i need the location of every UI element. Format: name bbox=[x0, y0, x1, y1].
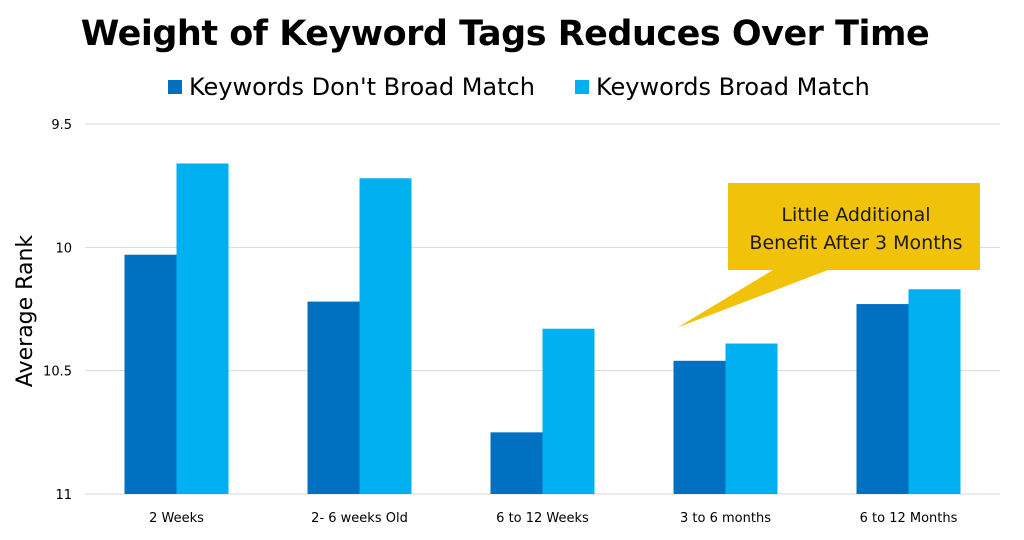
legend-swatch-series-2 bbox=[574, 80, 589, 94]
bar bbox=[359, 178, 412, 494]
x-tick-label: 6 to 12 Months bbox=[860, 511, 958, 526]
x-tick-label: 2- 6 weeks Old bbox=[311, 511, 408, 526]
y-tick-label: 10 bbox=[55, 241, 72, 256]
legend-item-series-1: Keywords Don't Broad Match bbox=[168, 73, 535, 101]
bar bbox=[673, 360, 726, 494]
bar bbox=[908, 289, 961, 494]
callout-text: Little Additional bbox=[781, 204, 930, 226]
x-tick-label: 3 to 6 months bbox=[680, 511, 771, 526]
callout-box bbox=[677, 183, 980, 328]
chart-title: Weight of Keyword Tags Reduces Over Time bbox=[80, 14, 930, 54]
y-axis-title: Average Rank bbox=[13, 235, 38, 388]
x-tick-label: 6 to 12 Weeks bbox=[496, 511, 589, 526]
y-tick-label: 10.5 bbox=[43, 365, 72, 380]
legend-label-series-2: Keywords Broad Match bbox=[595, 73, 870, 101]
legend-swatch-series-1 bbox=[168, 80, 182, 94]
callout-text: Benefit After 3 Months bbox=[749, 232, 962, 254]
legend: Keywords Don't Broad Match Keywords Broa… bbox=[168, 73, 910, 101]
bar bbox=[124, 254, 177, 494]
legend-item-series-2: Keywords Broad Match bbox=[574, 73, 870, 101]
bar bbox=[176, 163, 229, 494]
bar bbox=[856, 304, 909, 494]
y-tick-label: 9.5 bbox=[51, 118, 72, 133]
bar bbox=[307, 301, 360, 494]
bar bbox=[725, 343, 778, 494]
bar bbox=[490, 432, 543, 494]
legend-label-series-1: Keywords Don't Broad Match bbox=[189, 73, 535, 101]
y-tick-label: 11 bbox=[55, 488, 72, 503]
x-tick-label: 2 Weeks bbox=[149, 511, 204, 526]
bar bbox=[542, 328, 595, 494]
